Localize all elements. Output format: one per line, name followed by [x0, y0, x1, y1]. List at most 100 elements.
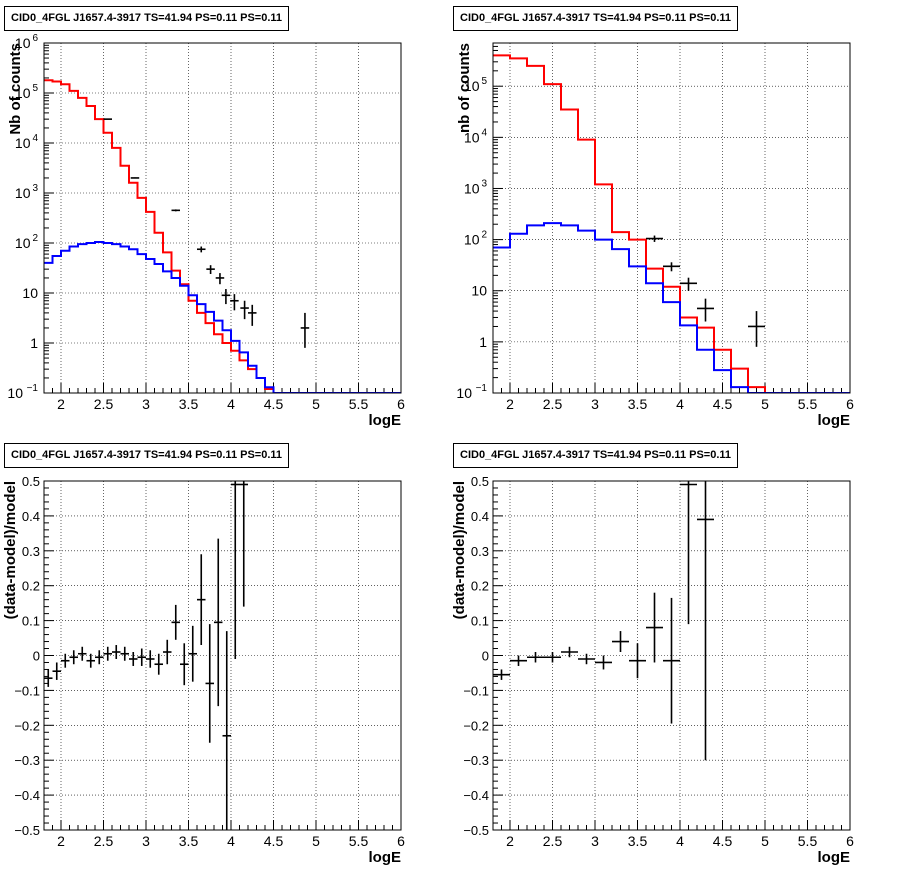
- x-tick-label: 2: [57, 833, 65, 849]
- residual-point: [223, 631, 232, 830]
- series-line-model-source: [493, 223, 850, 393]
- x-tick-label: 3.5: [179, 833, 199, 849]
- residual-point: [493, 669, 510, 679]
- residual-point: [87, 654, 96, 668]
- x-tick-label: 4: [227, 396, 235, 412]
- residual-point: [180, 643, 189, 685]
- x-tick-label: 3: [591, 396, 599, 412]
- residual-point: [206, 624, 215, 743]
- y-tick-label: 0: [33, 649, 40, 664]
- x-tick-label: 5: [312, 396, 320, 412]
- plot-area: [44, 80, 401, 393]
- y-tick-label: 10: [456, 385, 472, 401]
- x-tick-label: 6: [397, 833, 405, 849]
- residual-point: [146, 650, 155, 667]
- x-tick-label: 2: [57, 396, 65, 412]
- y-tick-label: 0.2: [22, 579, 40, 594]
- data-point: [663, 262, 680, 271]
- x-tick-label: 6: [846, 833, 854, 849]
- x-tick-label: 2.5: [543, 833, 563, 849]
- residual-point: [121, 647, 130, 661]
- series-line-model-source: [44, 242, 401, 393]
- residual-point: [129, 652, 138, 666]
- data-point: [131, 177, 140, 178]
- y-tick-label: −0.1: [463, 683, 489, 698]
- residual-point: [172, 605, 181, 640]
- y-tick-label: 0.5: [22, 474, 40, 489]
- y-tick-exponent: −1: [27, 383, 39, 394]
- x-tick-label: 3: [591, 833, 599, 849]
- residual-point: [544, 652, 561, 662]
- y-tick-exponent: 5: [32, 83, 38, 94]
- y-tick-label: 10: [15, 185, 31, 201]
- x-tick-label: 5.5: [349, 396, 369, 412]
- y-tick-label: −0.4: [14, 788, 40, 803]
- y-tick-label: −0.2: [463, 718, 489, 733]
- y-tick-exponent: 4: [32, 133, 38, 144]
- pad-title: CID0_4FGL J1657.4-3917 TS=41.94 PS=0.11 …: [453, 443, 738, 468]
- y-tick-exponent: 6: [32, 33, 38, 44]
- y-tick-label: 0.1: [471, 614, 489, 629]
- y-axis-title: (data-model)/model: [2, 481, 19, 619]
- plot-area: [493, 55, 850, 393]
- x-axis-title: logE: [369, 412, 402, 429]
- x-tick-label: 4: [676, 833, 684, 849]
- residual-point: [61, 654, 70, 668]
- x-tick-label: 4: [227, 833, 235, 849]
- plot-frame: [493, 43, 850, 393]
- y-tick-exponent: 5: [481, 76, 487, 87]
- data-point: [230, 294, 239, 310]
- x-tick-label: 5.5: [349, 833, 369, 849]
- y-tick-label: 10: [22, 285, 38, 301]
- x-tick-label: 5.5: [798, 833, 818, 849]
- y-tick-label: −0.3: [463, 753, 489, 768]
- x-tick-label: 6: [397, 396, 405, 412]
- y-tick-label: −0.3: [14, 753, 40, 768]
- series-line-model-total: [44, 80, 401, 393]
- x-tick-label: 6: [846, 396, 854, 412]
- y-tick-label: 10: [15, 235, 31, 251]
- data-point: [697, 299, 714, 322]
- data-point: [748, 311, 765, 347]
- x-tick-label: 4.5: [264, 396, 284, 412]
- y-tick-exponent: −1: [476, 383, 488, 394]
- residual-point: [595, 656, 612, 670]
- x-tick-label: 2: [506, 833, 514, 849]
- x-tick-label: 5.5: [798, 396, 818, 412]
- y-tick-label: −0.2: [14, 718, 40, 733]
- residual-point: [646, 593, 663, 663]
- y-tick-label: 0.3: [22, 544, 40, 559]
- pad-title: CID0_4FGL J1657.4-3917 TS=41.94 PS=0.11 …: [453, 6, 738, 31]
- residual-point: [155, 654, 164, 675]
- pad-title: CID0_4FGL J1657.4-3917 TS=41.94 PS=0.11 …: [4, 6, 289, 31]
- x-tick-label: 4.5: [713, 833, 733, 849]
- data-point: [248, 305, 257, 326]
- residual-point: [527, 652, 544, 662]
- x-tick-label: 2.5: [543, 396, 563, 412]
- residual-point: [214, 539, 223, 707]
- y-tick-exponent: 2: [32, 233, 38, 244]
- y-tick-label: −0.5: [14, 823, 40, 838]
- y-tick-label: 10: [15, 135, 31, 151]
- pad-title: CID0_4FGL J1657.4-3917 TS=41.94 PS=0.11 …: [4, 443, 289, 468]
- x-tick-label: 5: [312, 833, 320, 849]
- y-tick-label: −0.5: [463, 823, 489, 838]
- data-point: [216, 273, 225, 284]
- data-point: [206, 265, 215, 274]
- residual-point: [44, 669, 53, 686]
- y-tick-label: 10: [464, 232, 480, 248]
- y-axis-title: Nb of counts: [7, 43, 24, 135]
- y-tick-exponent: 3: [32, 183, 38, 194]
- data-point: [680, 278, 697, 291]
- y-tick-label: 0.5: [471, 474, 489, 489]
- residual-point: [95, 650, 104, 664]
- y-tick-label: −0.1: [14, 683, 40, 698]
- residual-point: [53, 662, 62, 679]
